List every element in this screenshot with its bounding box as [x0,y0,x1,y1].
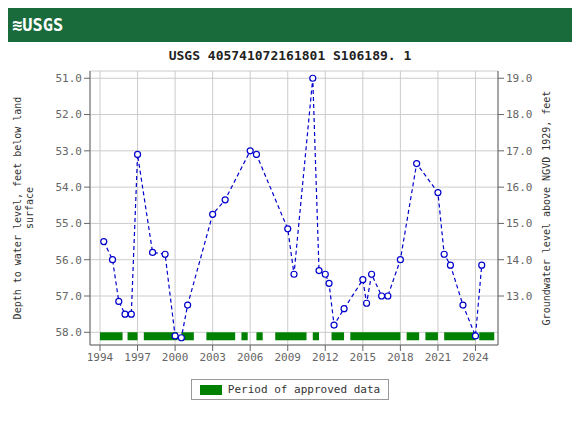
svg-text:14.0: 14.0 [506,254,533,267]
svg-text:57.0: 57.0 [56,290,83,303]
html-text:Period of approved data: Period of approved data [227,383,381,396]
svg-text:51.0: 51.0 [56,72,83,85]
svg-text:16.0: 16.0 [506,181,533,194]
svg-text:18.0: 18.0 [506,108,533,121]
svg-text:1997: 1997 [124,351,151,364]
svg-text:13.0: 13.0 [506,290,533,303]
svg-text:56.0: 56.0 [56,254,83,267]
svg-text:2012: 2012 [312,351,339,364]
svg-text:2021: 2021 [425,351,452,364]
svg-text:54.0: 54.0 [56,181,83,194]
svg-text:17.0: 17.0 [506,145,533,158]
svg-text:1994: 1994 [87,351,114,364]
svg-text:2006: 2006 [237,351,264,364]
html-text:≋USGS: ≋USGS [12,15,64,35]
svg-text:15.0: 15.0 [506,217,533,230]
svg-text:53.0: 53.0 [56,145,83,158]
html-text:USGS 405741072161801 S106189.: USGS 405741072161801 S106189. 1 [168,48,412,63]
svg-text:58.0: 58.0 [56,326,83,339]
svg-text:19.0: 19.0 [506,72,533,85]
svg-text:2003: 2003 [199,351,226,364]
svg-text:52.0: 52.0 [56,108,83,121]
svg-text:2015: 2015 [350,351,377,364]
svg-text:Groundwater level above NGVD 1: Groundwater level above NGVD 1929, feet [541,91,552,326]
svg-text:2000: 2000 [162,351,189,364]
svg-text:55.0: 55.0 [56,217,83,230]
svg-text:2009: 2009 [274,351,301,364]
svg-text:2018: 2018 [387,351,414,364]
svg-text:2024: 2024 [462,351,489,364]
svg-text:Depth to water level, feet bel: Depth to water level, feet below landsur… [12,97,35,320]
